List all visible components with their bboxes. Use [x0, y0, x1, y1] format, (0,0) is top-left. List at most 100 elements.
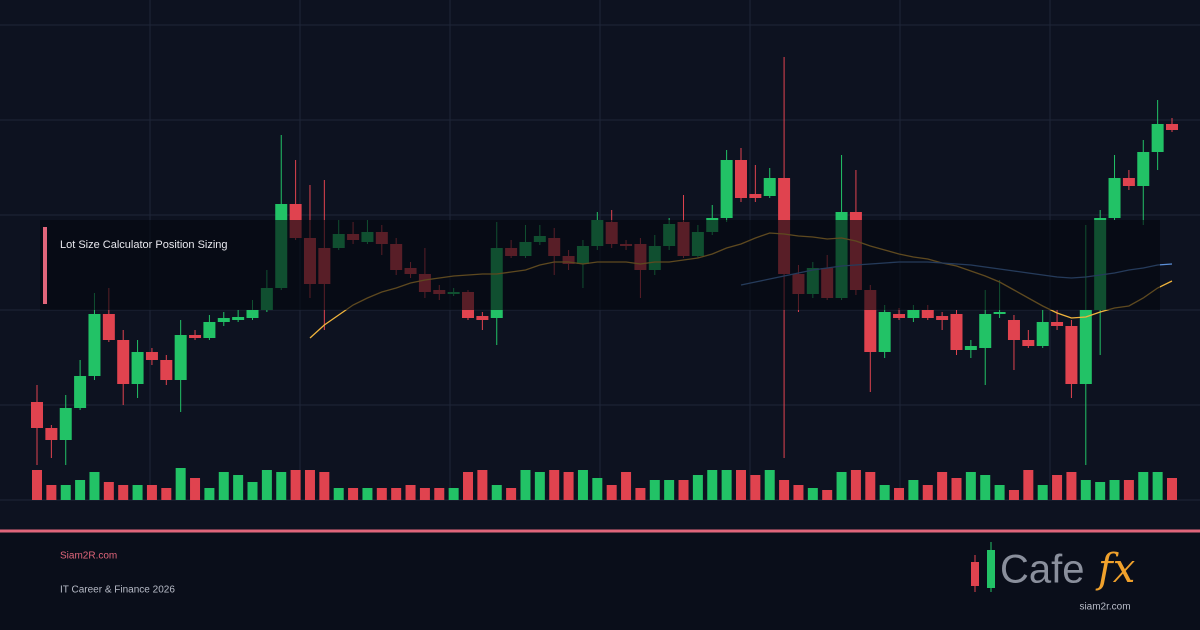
volume-bar — [463, 472, 474, 500]
volume-bar — [118, 485, 129, 500]
volume-bar — [75, 480, 86, 500]
volume-bar — [304, 470, 315, 500]
volume-bar — [750, 475, 761, 500]
volume-bar — [491, 485, 502, 500]
volume-bar — [1152, 472, 1163, 500]
candle-body — [174, 335, 187, 380]
volume-bar — [721, 470, 732, 500]
title-box — [40, 220, 1160, 310]
volume-bar — [190, 478, 201, 500]
candle-body — [763, 178, 776, 196]
volume-bar — [448, 488, 459, 500]
candle-body — [936, 316, 949, 320]
volume-bar — [333, 488, 344, 500]
volume-bar — [391, 488, 402, 500]
volume-bar — [664, 480, 675, 500]
candle-body — [950, 314, 963, 350]
candle-body — [1166, 124, 1178, 130]
volume-bar — [822, 490, 833, 500]
volume-bar — [1123, 480, 1134, 500]
volume-bar — [1023, 470, 1034, 500]
candle-body — [1079, 310, 1092, 384]
volume-bar — [89, 472, 100, 500]
volume-bar — [161, 488, 172, 500]
volume-bar — [922, 485, 933, 500]
volume-bar — [520, 470, 531, 500]
volume-bar — [735, 470, 746, 500]
volume-bar — [1052, 475, 1063, 500]
volume-bar — [606, 485, 617, 500]
title: Lot Size Calculator Position Sizing — [60, 239, 228, 251]
candle-body — [74, 376, 87, 408]
volume-bar — [419, 488, 430, 500]
volume-bar — [1167, 478, 1177, 500]
volume-bar — [764, 470, 775, 500]
volume-bar — [290, 470, 301, 500]
volume-bar — [1109, 480, 1120, 500]
volume-bar — [1008, 490, 1019, 500]
volume-bar — [175, 468, 186, 500]
candle-body — [1007, 320, 1020, 340]
candle-body — [160, 360, 173, 380]
volume-bar — [233, 475, 244, 500]
volume-bar — [1037, 485, 1048, 500]
volume-bar — [132, 485, 143, 500]
candle-body — [749, 194, 762, 198]
candle-body — [964, 346, 977, 350]
candle-body — [893, 314, 906, 318]
candle-body — [117, 340, 130, 384]
candle-body — [1065, 326, 1078, 384]
candle-body — [476, 316, 489, 320]
volume-bar — [261, 470, 272, 500]
tagline: IT Career & Finance 2026 — [60, 585, 175, 596]
volume-bar — [376, 488, 387, 500]
candle-body — [203, 322, 216, 338]
candle-body — [1022, 340, 1035, 346]
candle-body — [131, 352, 144, 384]
candle-body — [734, 160, 747, 198]
volume-bar — [32, 470, 42, 500]
volume-bar — [894, 488, 905, 500]
volume-bar — [951, 478, 962, 500]
volume-bar — [577, 470, 588, 500]
volume-bar — [937, 472, 948, 500]
volume-bar — [879, 485, 890, 500]
candle-body — [45, 428, 58, 440]
candle-body — [1151, 124, 1164, 152]
volume-bar — [1095, 482, 1106, 500]
volume-bar — [506, 488, 517, 500]
volume-bar — [204, 488, 215, 500]
candle-body — [993, 312, 1006, 314]
volume-bar — [563, 472, 574, 500]
candle-body — [1108, 178, 1121, 218]
title-accent — [43, 227, 47, 304]
volume-bar — [1066, 472, 1077, 500]
candle-body — [88, 314, 101, 376]
volume-bar — [707, 470, 718, 500]
volume-bar — [836, 472, 847, 500]
volume-bar — [1138, 472, 1149, 500]
volume-bar — [793, 485, 804, 500]
candle-body — [217, 318, 230, 322]
volume-bar — [549, 470, 560, 500]
volume-bar — [319, 472, 330, 500]
volume-bar — [649, 480, 660, 500]
volume-bar — [146, 485, 157, 500]
candle-body — [921, 310, 934, 318]
candle-body — [979, 314, 992, 348]
volume-bar — [1080, 480, 1091, 500]
volume-bar — [103, 482, 114, 500]
candle-body — [31, 402, 43, 428]
volume-bar — [994, 485, 1005, 500]
candle-body — [102, 314, 115, 340]
candle-body — [189, 335, 202, 338]
volume-bar — [247, 482, 258, 500]
candle-body — [145, 352, 158, 360]
candle-body — [720, 160, 733, 218]
volume-bar — [348, 488, 359, 500]
logo-url: siam2r.com — [1079, 602, 1130, 613]
volume-bar — [807, 488, 818, 500]
candle-body — [59, 408, 72, 440]
